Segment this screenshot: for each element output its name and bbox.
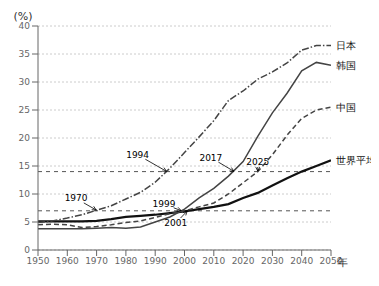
svg-text:1980: 1980 (114, 256, 137, 266)
svg-text:2000: 2000 (173, 256, 196, 266)
svg-text:10: 10 (19, 189, 31, 199)
svg-text:2020: 2020 (232, 256, 255, 266)
svg-text:0: 0 (24, 245, 30, 255)
svg-text:1970: 1970 (85, 256, 108, 266)
svg-text:中国: 中国 (336, 102, 356, 113)
svg-text:1950: 1950 (27, 256, 50, 266)
svg-text:1990: 1990 (144, 256, 167, 266)
svg-text:1970: 1970 (65, 193, 88, 203)
svg-text:(%): (%) (13, 10, 32, 23)
svg-text:20: 20 (19, 133, 31, 143)
svg-text:30: 30 (19, 77, 31, 87)
svg-text:世界平均: 世界平均 (336, 155, 371, 166)
svg-text:1999: 1999 (153, 199, 176, 209)
svg-text:35: 35 (19, 49, 30, 59)
svg-text:40: 40 (18, 21, 30, 32)
svg-text:2030: 2030 (261, 256, 284, 266)
svg-text:2017: 2017 (199, 153, 222, 163)
svg-text:15: 15 (19, 161, 30, 171)
svg-text:1960: 1960 (56, 256, 79, 266)
svg-text:1994: 1994 (126, 150, 149, 160)
svg-text:2025: 2025 (246, 157, 269, 167)
svg-text:2050: 2050 (319, 256, 343, 267)
svg-text:日本: 日本 (336, 40, 356, 51)
svg-text:年: 年 (337, 256, 348, 269)
svg-text:2001: 2001 (164, 218, 187, 228)
svg-text:2040: 2040 (290, 256, 313, 266)
svg-text:2010: 2010 (202, 256, 225, 266)
svg-text:韩国: 韩国 (336, 60, 356, 71)
svg-text:25: 25 (19, 105, 30, 115)
svg-text:5: 5 (24, 217, 30, 227)
